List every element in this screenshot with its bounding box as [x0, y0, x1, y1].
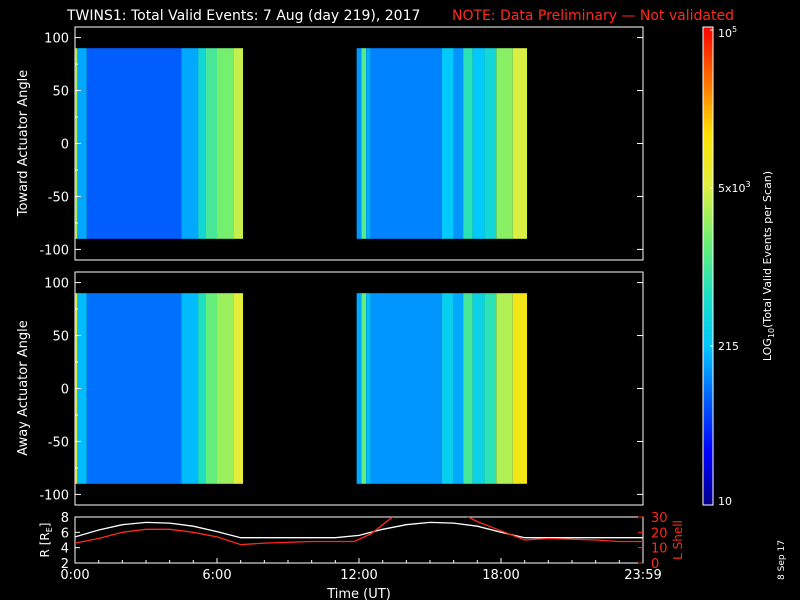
top-column-14	[463, 48, 473, 239]
top-column-3	[181, 48, 199, 239]
bottom-line-plot	[75, 517, 643, 546]
middle-column-17	[496, 293, 513, 484]
lshell-ytick-label-3: 0	[651, 557, 659, 572]
middle-y-axis: 100 50 0 -50 -100	[39, 277, 643, 503]
top-ytick-label-0: 100	[44, 32, 69, 47]
top-column-18	[512, 48, 528, 239]
colorbar	[702, 26, 714, 506]
middle-ytick-label-4: -100	[39, 488, 69, 503]
middle-ylabel: Away Actuator Angle	[16, 320, 31, 455]
top-column-2	[86, 48, 182, 239]
bottom-ylabel: R [RE]	[38, 523, 54, 558]
xtick-label-4: 23:59	[624, 568, 661, 583]
middle-column-9	[361, 293, 367, 484]
xtick-label-2: 12:00	[340, 568, 377, 583]
colorbar-tick-bottom: 10	[718, 495, 732, 508]
middle-ytick-label-3: -50	[48, 435, 69, 450]
colorbar-tick-215: 215	[718, 340, 739, 353]
middle-column-13	[453, 293, 464, 484]
colorbar-tick-top: 105	[718, 25, 737, 40]
chart-title: TWINS1: Total Valid Events: 7 Aug (day 2…	[66, 8, 420, 24]
lshell-ytick-label-0: 30	[651, 511, 668, 526]
middle-column-16	[484, 293, 497, 484]
top-column-4	[198, 48, 206, 239]
bottom-ylabel-sub: E	[45, 527, 54, 532]
top-y-axis: 100 50 0 -50 -100	[39, 32, 643, 258]
middle-column-8	[356, 293, 362, 484]
middle-column-18	[512, 293, 528, 484]
colorbar-tick-top-sup: 5	[732, 25, 737, 34]
top-column-12	[441, 48, 454, 239]
middle-column-2	[86, 293, 182, 484]
top-column-9	[361, 48, 367, 239]
middle-column-15	[472, 293, 485, 484]
middle-column-11	[370, 293, 442, 484]
middle-column-3	[181, 293, 199, 484]
middle-column-1	[77, 293, 87, 484]
colorbar-tick-5e3-sup: 3	[746, 180, 751, 189]
radius-line	[75, 521, 643, 539]
top-ytick-label-3: -50	[48, 190, 69, 205]
top-column-17	[496, 48, 513, 239]
xtick-label-1: 6:00	[202, 568, 231, 583]
middle-column-12	[441, 293, 454, 484]
top-heatmap	[75, 48, 528, 239]
lshell-ylabel: L Shell	[671, 520, 685, 560]
top-ylabel: Toward Actuator Angle	[16, 70, 31, 217]
middle-ytick-label-2: 0	[61, 383, 69, 398]
top-column-16	[484, 48, 497, 239]
top-column-5	[205, 48, 217, 239]
top-column-8	[356, 48, 362, 239]
middle-heatmap	[75, 293, 528, 484]
top-ytick-label-4: -100	[39, 243, 69, 258]
preliminary-note: NOTE: Data Preliminary — Not validated	[452, 8, 734, 24]
top-column-13	[453, 48, 464, 239]
middle-column-4	[198, 293, 206, 484]
middle-column-5	[205, 293, 217, 484]
top-ytick-label-2: 0	[61, 138, 69, 153]
middle-column-7	[233, 293, 244, 484]
top-ytick-label-1: 50	[52, 85, 69, 100]
x-axis-label: Time (UT)	[326, 587, 391, 600]
top-column-1	[77, 48, 87, 239]
middle-column-6	[217, 293, 234, 484]
top-column-6	[217, 48, 234, 239]
colorbar-label: LOG10(Total Valid Events per Scan)	[761, 171, 776, 361]
xtick-label-0: 0:00	[60, 568, 89, 583]
bottom-ytick-label-2: 4	[61, 542, 69, 557]
bottom-ytick-label-3: 2	[61, 557, 69, 572]
colorbar-label-rest: (Total Valid Events per Scan)	[761, 171, 774, 328]
bottom-ytick-label-1: 6	[61, 526, 69, 541]
top-column-7	[233, 48, 244, 239]
middle-ytick-label-1: 50	[52, 330, 69, 345]
lshell-line	[75, 517, 643, 546]
colorbar-tick-5e3: 5x103	[718, 180, 751, 195]
colorbar-label-sub: 10	[767, 328, 776, 338]
bottom-ylabel-end: ]	[38, 523, 52, 528]
top-column-10	[366, 48, 371, 239]
top-column-15	[472, 48, 485, 239]
lshell-ytick-label-1: 20	[651, 526, 668, 541]
middle-column-14	[463, 293, 473, 484]
xtick-label-3: 18:00	[482, 568, 519, 583]
bottom-ytick-label-0: 8	[61, 511, 69, 526]
top-column-11	[370, 48, 442, 239]
middle-column-10	[366, 293, 371, 484]
middle-ytick-label-0: 100	[44, 277, 69, 292]
date-stamp: 8 Sep 17	[777, 540, 787, 580]
lshell-ytick-label-2: 10	[651, 542, 668, 557]
